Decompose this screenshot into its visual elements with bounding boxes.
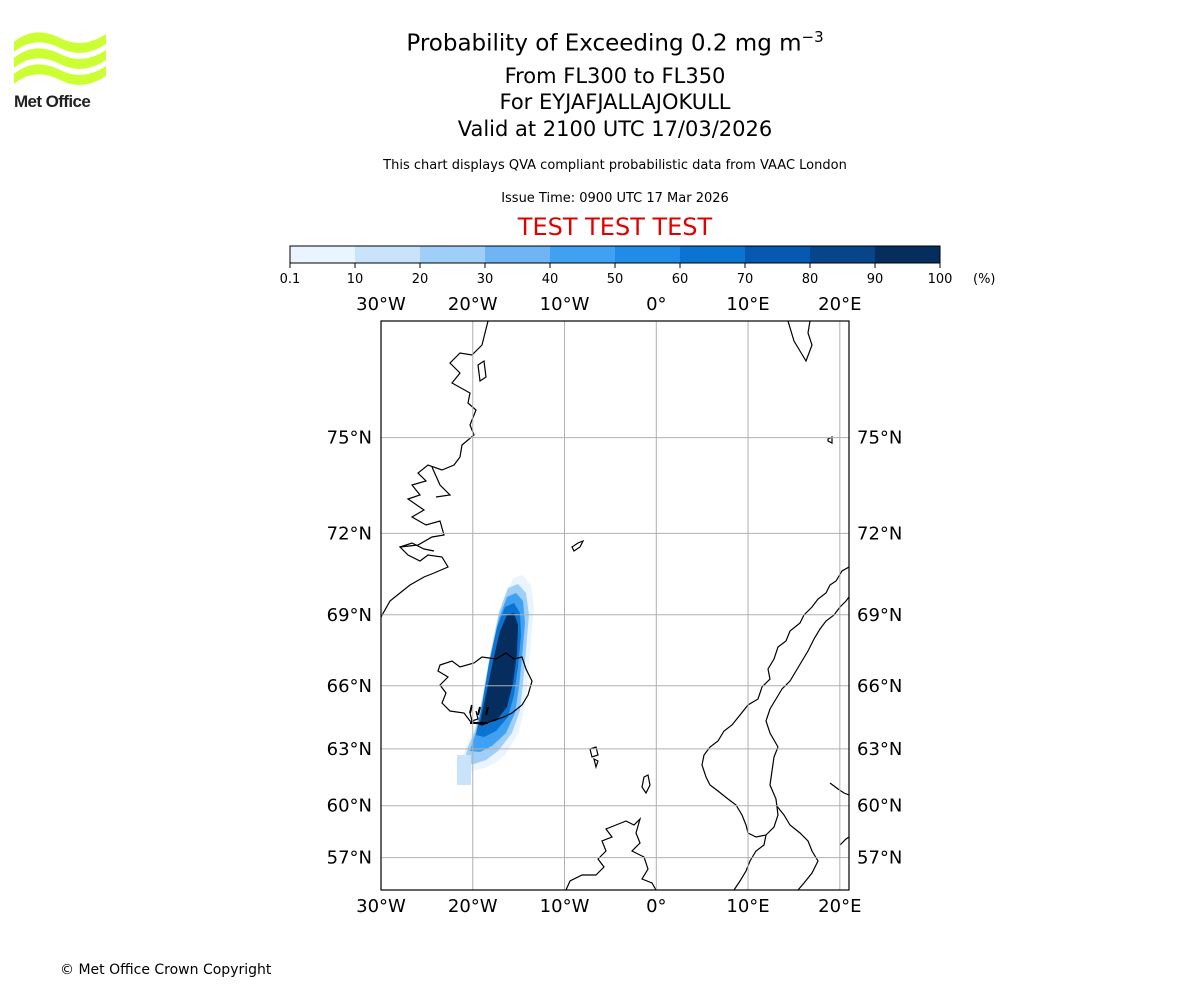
lat-label-right: 66°N [857,676,902,697]
lat-label-left: 60°N [327,796,372,817]
lat-label-right: 69°N [857,605,902,626]
volcano-marker [469,704,489,724]
colorbar-tick-label: 100 [928,272,953,287]
valid-time: Valid at 2100 UTC 17/03/2026 [457,117,773,141]
lat-label-right: 57°N [857,848,902,869]
colorbar-cell [810,246,876,263]
lon-label-bottom: 0° [646,896,666,917]
colorbar-cell [875,246,941,263]
ash-probability-plume [457,575,534,785]
colorbar-tick-label: 30 [477,272,494,287]
lon-label-top: 10°W [540,294,590,315]
lat-label-left: 57°N [327,848,372,869]
met-office-logo-text: Met Office [14,92,91,111]
colorbar-tick-label: 0.1 [280,272,301,287]
colorbar-tick-label: 60 [672,272,689,287]
lat-label-right: 75°N [857,428,902,449]
colorbar-cell [550,246,616,263]
colorbar-tick-label: 40 [542,272,559,287]
lon-label-bottom: 30°W [356,896,406,917]
copyright-notice: © Met Office Crown Copyright [60,962,272,978]
lat-label-left: 72°N [327,523,372,544]
flight-level-range: From FL300 to FL350 [504,64,726,88]
lat-label-left: 75°N [327,428,372,449]
colorbar-cell [615,246,681,263]
lon-label-top: 20°W [448,294,498,315]
gridlines [381,321,849,890]
lat-label-right: 72°N [857,523,902,544]
met-office-logo [14,32,106,85]
lat-label-left: 63°N [327,739,372,760]
lon-label-top: 10°E [726,294,769,315]
lon-label-bottom: 20°E [818,896,861,917]
map-frame [380,320,850,891]
chart-subtitle: This chart displays QVA compliant probab… [383,158,847,173]
test-banner: TEST TEST TEST [517,213,713,241]
lat-label-left: 66°N [327,676,372,697]
lat-label-right: 63°N [857,739,902,760]
chart-title: Probability of Exceeding 0.2 mg m−3 [406,28,824,57]
lon-label-top: 30°W [356,294,406,315]
colorbar-tick-label: 10 [347,272,364,287]
colorbar: 0.1 10 20 30 40 50 60 70 80 90 100 (%) [280,245,996,287]
colorbar-unit: (%) [973,272,996,287]
colorbar-tick-label: 70 [737,272,754,287]
colorbar-cell [485,246,551,263]
lat-label-right: 60°N [857,796,902,817]
colorbar-tick-label: 20 [412,272,429,287]
lon-label-bottom: 10°E [726,896,769,917]
colorbar-cell [680,246,746,263]
lat-label-left: 69°N [327,605,372,626]
coastlines [381,321,849,890]
colorbar-cell [355,246,421,263]
map: 30°W 20°W 10°W 0° 10°E 20°E 75°N 72°N 69°N 66°N 6… [327,294,903,917]
lon-label-top: 20°E [818,294,861,315]
colorbar-tick-label: 90 [867,272,884,287]
colorbar-cell [420,246,486,263]
lon-label-bottom: 20°W [448,896,498,917]
issue-time: Issue Time: 0900 UTC 17 Mar 2026 [501,191,729,206]
lon-label-top: 0° [646,294,666,315]
colorbar-tick-label: 80 [802,272,819,287]
volcano-name: For EYJAFJALLAJOKULL [499,90,731,114]
colorbar-cell [745,246,811,263]
lon-label-bottom: 10°W [540,896,590,917]
colorbar-cell [290,246,356,263]
colorbar-tick-label: 50 [607,272,624,287]
